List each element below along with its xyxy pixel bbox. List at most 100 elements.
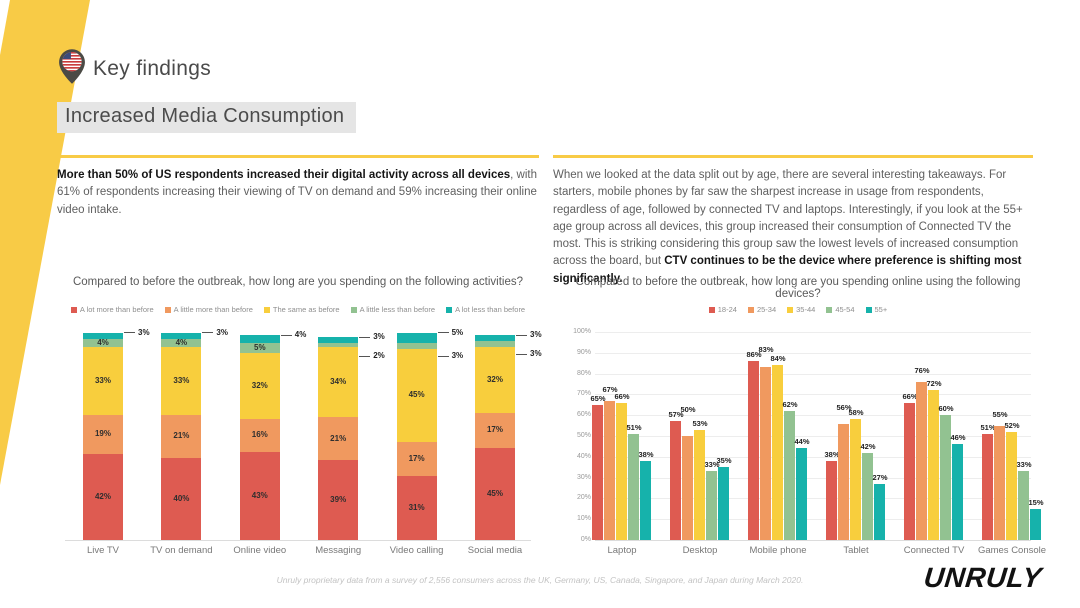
page-header: Key findings: [58, 48, 211, 90]
callout-line: [124, 332, 135, 334]
bar: [694, 429, 705, 540]
bar-segment: 16%: [239, 419, 280, 452]
y-tick-label: 50%: [576, 432, 591, 439]
bar: [826, 460, 837, 540]
bar: [616, 402, 627, 540]
y-tick-label: 10%: [576, 515, 591, 523]
bar-segment: 40%: [161, 458, 202, 540]
callout-line: [280, 334, 292, 336]
segment-value-label: 45%: [486, 488, 503, 498]
bar: [850, 419, 861, 540]
bar-value-label: 83%: [758, 345, 774, 355]
bar: [760, 367, 771, 540]
bar-segment: [161, 332, 202, 340]
bar-segment: [83, 332, 123, 340]
segment-value-label: 34%: [330, 377, 347, 387]
bar-value-label: 66%: [902, 391, 918, 401]
left-text-column: More than 50% of US respondents increase…: [57, 155, 539, 219]
callout-value-label: 3%: [216, 327, 228, 337]
bar-value-label: 65%: [590, 393, 606, 403]
legend-swatch: [263, 306, 270, 313]
bar: [1006, 431, 1017, 540]
y-tick-label: 90%: [576, 348, 591, 356]
callout-value-label: 3%: [138, 327, 150, 337]
callout-line: [359, 336, 371, 338]
bar-value-label: 86%: [746, 350, 762, 360]
y-tick-label: 100%: [573, 328, 591, 335]
category-label: Social media: [467, 545, 523, 556]
category-label: Laptop: [607, 545, 637, 556]
segment-value-label: 5%: [254, 343, 266, 353]
legend-label: 25-34: [756, 305, 777, 314]
bar-value-label: 38%: [638, 449, 654, 459]
bar-value-label: 44%: [794, 437, 810, 447]
legend-swatch: [350, 306, 357, 313]
bar: [1030, 508, 1041, 540]
gridline: [595, 415, 1031, 417]
bar-segment: 4%: [83, 338, 123, 348]
segment-value-label: 42%: [94, 491, 111, 501]
gridline: [595, 394, 1031, 396]
segment-value-label: 32%: [486, 375, 503, 385]
legend-label: 35-44: [796, 305, 816, 314]
bar-segment: 31%: [396, 476, 437, 540]
legend-label: A little more than before: [173, 305, 253, 314]
bar-value-label: 46%: [950, 433, 966, 443]
bar: [796, 448, 807, 540]
bar-value-label: 15%: [1028, 497, 1044, 507]
legend-label: 45-54: [835, 305, 855, 314]
bar: [640, 460, 651, 540]
chart-legend: A lot more than before A little more than…: [57, 305, 539, 314]
legend-swatch: [446, 306, 453, 313]
bar-value-label: 51%: [980, 422, 996, 432]
bar-value-label: 55%: [992, 409, 1008, 419]
bar-value-label: 57%: [668, 410, 684, 420]
bar-value-label: 35%: [716, 456, 732, 466]
bar-segment: 21%: [161, 414, 202, 458]
chart-plot-area: 42% 19% 33% 4% 3% Live TV 40% 21% 33% 4% 3% TV on d…: [57, 268, 542, 568]
x-axis-line: [595, 540, 1031, 541]
y-tick-label: 80%: [576, 369, 591, 377]
bar-segment: 4%: [161, 338, 202, 348]
category-label: Messaging: [315, 545, 362, 556]
callout-line: [516, 353, 527, 355]
category-label: Tablet: [843, 545, 869, 556]
legend-swatch: [708, 306, 715, 313]
bar-value-label: 51%: [626, 422, 642, 432]
bar-segment: 45%: [396, 349, 437, 442]
category-label: Mobile phone: [749, 545, 807, 556]
bar-segment: [318, 337, 359, 344]
left-paragraph-bold: More than 50% of US respondents increase…: [57, 169, 511, 181]
left-paragraph: More than 50% of US respondents increase…: [57, 167, 539, 219]
segment-value-label: 16%: [251, 430, 268, 440]
legend-item: A lot more than before: [70, 305, 154, 314]
bar-segment: 32%: [239, 353, 280, 420]
legend-label: A lot more than before: [79, 305, 154, 314]
bar: [916, 381, 927, 540]
right-paragraph: When we looked at the data split out by …: [553, 167, 1033, 288]
segment-value-label: 31%: [408, 503, 425, 513]
bar-value-label: 52%: [1004, 420, 1020, 430]
callout-value-label: 3%: [451, 351, 464, 361]
bar-value-label: 33%: [704, 460, 720, 470]
bar: [874, 483, 885, 540]
segment-value-label: 40%: [173, 494, 190, 503]
segment-value-label: 33%: [94, 376, 111, 386]
bar-segment: [475, 335, 515, 342]
legend-item: The same as before: [263, 305, 340, 314]
callout-value-label: 3%: [530, 330, 542, 339]
segment-value-label: 43%: [251, 490, 268, 500]
bar-value-label: 38%: [824, 449, 840, 459]
bar-value-label: 62%: [782, 400, 798, 410]
bar: [718, 467, 729, 540]
bar-value-label: 76%: [914, 365, 930, 375]
section-title: Increased Media Consumption: [57, 102, 357, 133]
bar-value-label: 66%: [614, 391, 630, 401]
right-paragraph-lead: When we looked at the data split out by …: [553, 169, 1023, 268]
bar: [784, 411, 795, 540]
bar-segment: [239, 335, 280, 344]
bar-segment: 17%: [475, 412, 515, 448]
bar-value-label: 56%: [836, 403, 852, 413]
legend-label: A lot less than before: [455, 305, 526, 314]
x-axis-line: [65, 540, 531, 541]
